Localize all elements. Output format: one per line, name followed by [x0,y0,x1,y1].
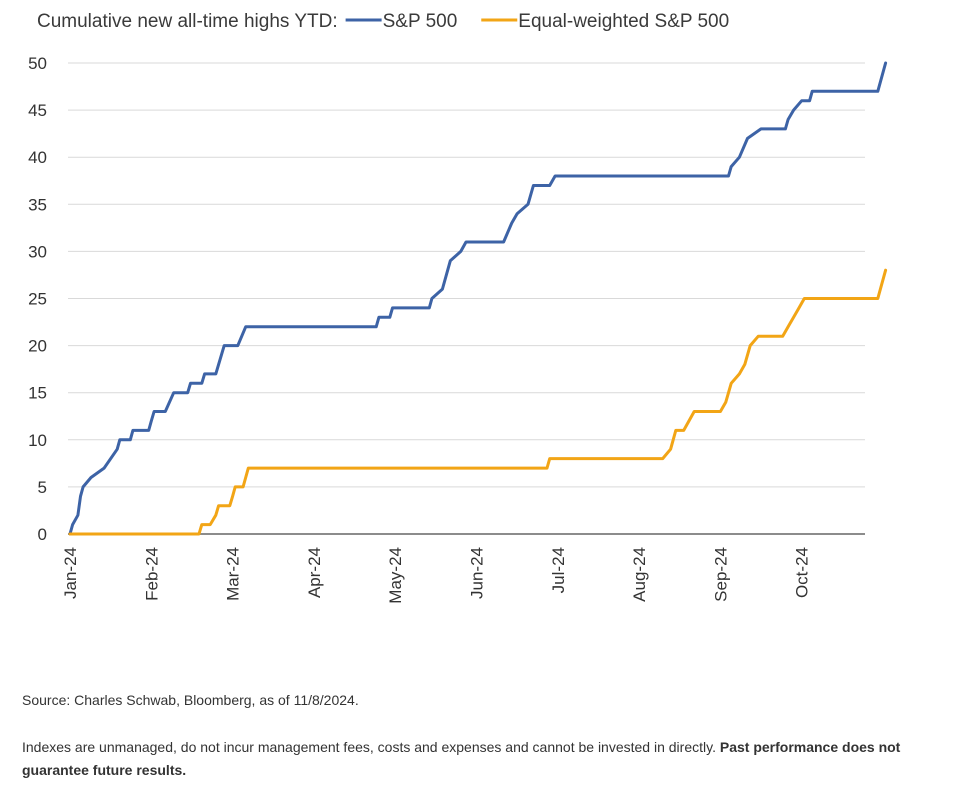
line-chart: Cumulative new all-time highs YTD: S&P 5… [28,11,888,604]
chart-title: Cumulative new all-time highs YTD: [37,11,338,32]
series-line-equal-weighted [68,268,888,536]
x-tick-label: Jun-24 [468,547,487,599]
x-tick-label: Feb-24 [142,547,161,601]
x-tick-label: May-24 [386,547,405,604]
disclaimer-text: Indexes are unmanaged, do not incur mana… [22,739,716,755]
x-tick-label: Sep-24 [711,547,730,602]
y-tick-label: 5 [38,478,47,497]
y-tick-label: 40 [28,148,47,167]
x-tick-label: Jul-24 [549,547,568,593]
source-note: Source: Charles Schwab, Bloomberg, as of… [22,692,359,708]
x-tick-label: Mar-24 [224,547,243,601]
y-tick-label: 45 [28,101,47,120]
x-axis-tick-labels: Jan-24 Feb-24 Mar-24 Apr-24 May-24 Jun-24 Jul-… [61,547,812,604]
legend-label-sp500: S&P 500 [383,11,458,32]
series-lines [68,61,888,536]
x-tick-label: Jan-24 [61,547,80,599]
x-tick-label: Oct-24 [793,547,812,598]
y-tick-label: 35 [28,195,47,214]
y-tick-label: 50 [28,54,47,73]
y-tick-label: 10 [28,431,47,450]
y-tick-label: 0 [38,525,47,544]
gridlines [68,62,865,535]
disclaimer-note: Indexes are unmanaged, do not incur mana… [22,736,957,782]
series-line-sp500 [68,61,888,536]
x-tick-label: Aug-24 [630,547,649,602]
x-tick-label: Apr-24 [305,547,324,598]
y-tick-label: 25 [28,290,47,309]
y-tick-label: 30 [28,242,47,261]
y-tick-label: 15 [28,384,47,403]
chart-legend: Cumulative new all-time highs YTD: S&P 5… [37,11,729,32]
legend-label-equal-weighted: Equal-weighted S&P 500 [518,11,729,32]
disclaimer-bold-text: Past performance does not guarantee futu… [22,739,901,778]
y-axis-tick-labels: 0 5 10 15 20 25 30 35 40 45 50 [28,54,47,544]
y-tick-label: 20 [28,337,47,356]
